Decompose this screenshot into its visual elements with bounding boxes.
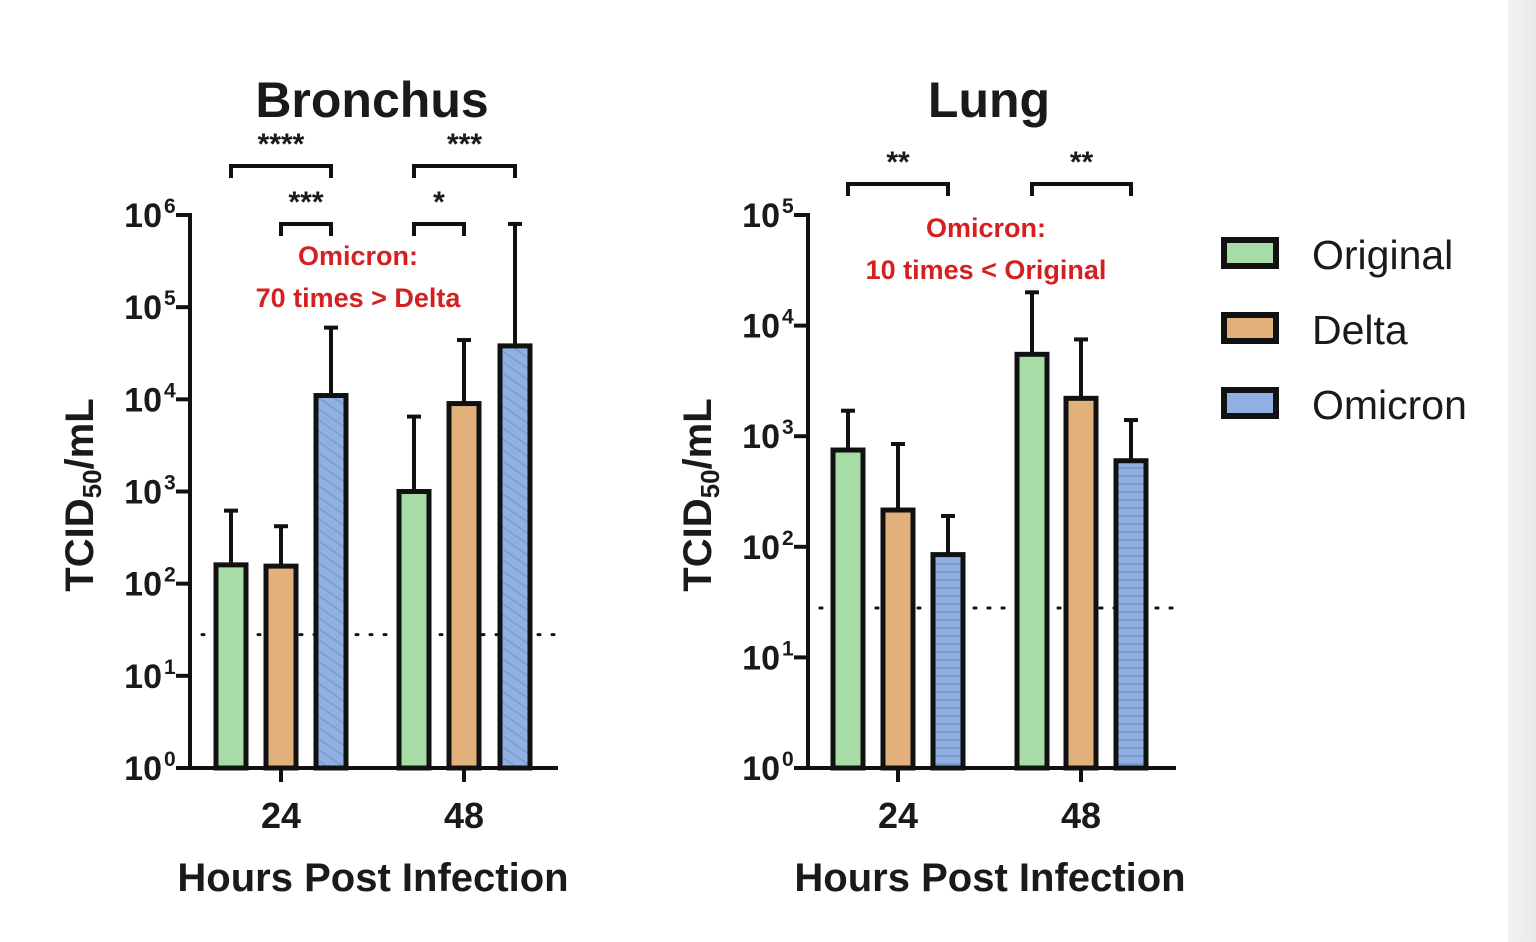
significance-bracket: [846, 182, 950, 196]
y-tick-exponent: 5: [164, 287, 176, 310]
bar-omicron-24: [313, 393, 349, 771]
y-tick-exponent: 1: [164, 656, 176, 679]
y-axis-label: TCID50/mL: [676, 398, 725, 591]
x-tick-label: 48: [444, 795, 484, 836]
bar-omicron-48: [1113, 458, 1149, 771]
bar-delta-24: [263, 563, 299, 771]
chart-title: Lung: [928, 72, 1050, 128]
annotation-line-1: Omicron:: [926, 213, 1046, 243]
significance-bracket: [412, 164, 517, 178]
significance-label: **: [886, 146, 910, 179]
y-tick-label: 10: [742, 529, 780, 567]
legend-label-omicron: Omicron: [1312, 382, 1467, 428]
legend-label-delta: Delta: [1312, 307, 1408, 353]
y-tick-exponent: 0: [782, 748, 794, 771]
legend-swatch-delta: [1221, 312, 1279, 344]
y-axis-label: TCID50/mL: [58, 398, 107, 591]
y-tick-label: 10: [124, 197, 162, 235]
significance-label: *: [433, 186, 445, 219]
y-tick-exponent: 5: [782, 195, 794, 218]
x-tick-label: 24: [878, 795, 918, 836]
y-tick-label: 10: [124, 474, 162, 512]
bar-original-24: [830, 447, 866, 771]
bar-omicron-48: [497, 343, 533, 771]
annotation-line-2: 70 times > Delta: [256, 283, 462, 313]
y-tick-exponent: 4: [782, 306, 794, 329]
y-tick-exponent: 2: [164, 564, 176, 587]
x-tick-label: 48: [1061, 795, 1101, 836]
y-tick-label: 10: [124, 289, 162, 327]
y-tick-exponent: 2: [782, 527, 794, 550]
legend: Original Delta Omicron: [1221, 232, 1467, 428]
y-tick-label: 10: [742, 418, 780, 456]
legend-label-original: Original: [1312, 232, 1453, 278]
significance-label: ***: [447, 128, 482, 161]
y-tick-exponent: 4: [164, 379, 176, 402]
bar-original-48: [396, 489, 432, 771]
y-tick-label: 10: [742, 750, 780, 788]
bar-delta-48: [446, 401, 482, 771]
bar-delta-24: [880, 507, 916, 771]
page-edge-strip: [1508, 0, 1536, 942]
y-tick-exponent: 3: [782, 416, 794, 439]
significance-bracket: [229, 164, 333, 178]
x-axis-label: Hours Post Infection: [794, 856, 1185, 900]
legend-swatch-omicron: [1221, 387, 1279, 419]
x-tick-label: 24: [261, 795, 301, 836]
annotation-line-1: Omicron:: [298, 241, 418, 271]
significance-label: **: [1070, 146, 1094, 179]
y-tick-label: 10: [742, 308, 780, 346]
y-tick-label: 10: [124, 381, 162, 419]
y-tick-label: 10: [124, 566, 162, 604]
y-tick-label: 10: [124, 750, 162, 788]
chart-title: Bronchus: [255, 72, 488, 128]
significance-label: ***: [288, 186, 323, 219]
y-tick-label: 10: [742, 639, 780, 677]
legend-swatch-original: [1221, 237, 1279, 269]
bar-original-48: [1014, 351, 1050, 771]
y-tick-exponent: 1: [782, 637, 794, 660]
significance-label: ****: [258, 128, 305, 161]
bar-omicron-24: [930, 552, 966, 771]
y-tick-exponent: 6: [164, 195, 176, 218]
significance-bracket: [279, 222, 333, 236]
significance-bracket: [1030, 182, 1133, 196]
y-tick-exponent: 0: [164, 748, 176, 771]
y-tick-label: 10: [124, 658, 162, 696]
significance-bracket: [412, 222, 466, 236]
bar-delta-48: [1063, 395, 1099, 771]
annotation-line-2: 10 times < Original: [866, 255, 1107, 285]
bar-original-24: [213, 562, 249, 771]
y-tick-exponent: 3: [164, 472, 176, 495]
x-axis-label: Hours Post Infection: [177, 856, 568, 900]
y-tick-label: 10: [742, 197, 780, 235]
